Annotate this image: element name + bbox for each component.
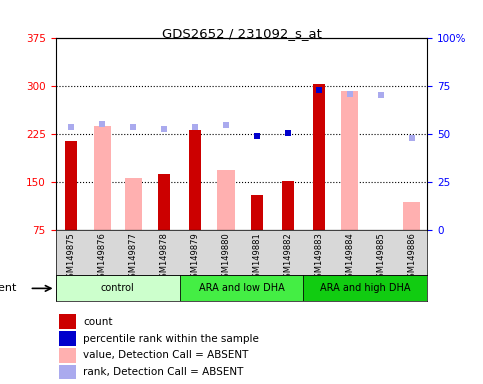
Text: GSM149881: GSM149881 [253,233,261,283]
Bar [59,314,76,329]
Text: count: count [84,317,113,327]
Text: GSM149885: GSM149885 [376,233,385,283]
Text: GSM149875: GSM149875 [67,233,75,283]
Text: value, Detection Call = ABSENT: value, Detection Call = ABSENT [84,350,249,360]
Bar [217,170,235,230]
Text: GSM149882: GSM149882 [284,233,293,283]
Bar [189,130,201,230]
Text: GSM149878: GSM149878 [159,233,169,283]
Text: control: control [100,283,134,293]
Text: percentile rank within the sample: percentile rank within the sample [84,334,259,344]
Text: ARA and low DHA: ARA and low DHA [199,283,284,293]
Bar [303,275,427,301]
Text: agent: agent [0,283,17,293]
Bar [59,365,76,379]
Text: rank, Detection Call = ABSENT: rank, Detection Call = ABSENT [84,367,244,377]
Text: GDS2652 / 231092_s_at: GDS2652 / 231092_s_at [161,27,322,40]
Bar [56,275,180,301]
Text: ARA and high DHA: ARA and high DHA [320,283,411,293]
Bar [59,348,76,362]
Text: GSM149880: GSM149880 [222,233,230,283]
Text: GSM149883: GSM149883 [314,233,324,283]
Bar [65,141,77,230]
Bar [282,181,294,230]
Bar [158,174,170,230]
Text: GSM149886: GSM149886 [408,233,416,283]
Text: GSM149879: GSM149879 [190,233,199,283]
Bar [125,178,142,230]
Bar [180,275,303,301]
Bar [403,202,421,230]
Text: GSM149884: GSM149884 [345,233,355,283]
Bar [313,84,325,230]
Text: GSM149876: GSM149876 [98,233,107,283]
Bar [59,331,76,346]
Text: GSM149877: GSM149877 [128,233,138,283]
Bar [251,195,263,230]
Bar [94,126,111,230]
Bar [341,91,358,230]
